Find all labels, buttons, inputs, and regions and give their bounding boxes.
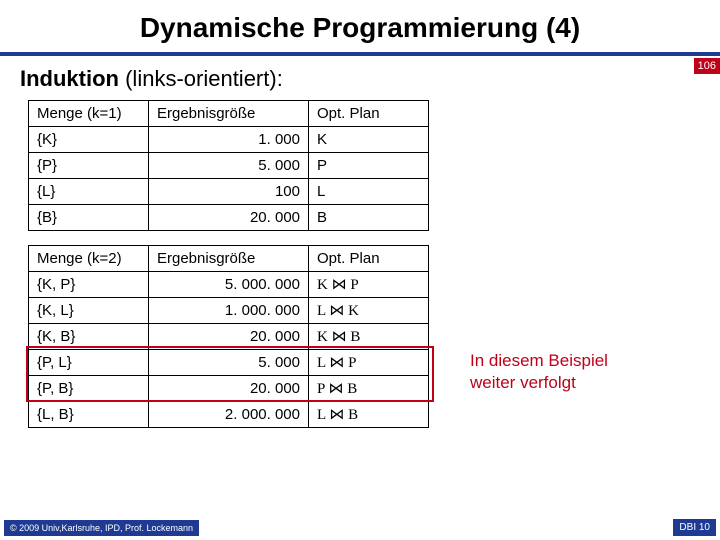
t2-h3: Opt. Plan xyxy=(309,246,429,272)
t2-h1: Menge (k=2) xyxy=(29,246,149,272)
annotation-text: In diesem Beispiel weiter verfolgt xyxy=(470,350,608,394)
t2-r5-c1: 2. 000. 000 xyxy=(149,402,309,428)
t1-h3: Opt. Plan xyxy=(309,101,429,127)
title-rule xyxy=(0,52,720,56)
t2-r3-c2: L ⋈ P xyxy=(309,350,429,376)
t1-h2: Ergebnisgröße xyxy=(149,101,309,127)
subtitle-rest: (links-orientiert): xyxy=(125,66,283,91)
t2-r3-c0: {P, L} xyxy=(29,350,149,376)
table-row: {K} 1. 000 K xyxy=(29,127,429,153)
t2-r2-c1: 20. 000 xyxy=(149,324,309,350)
table-row: {K, B} 20. 000 K ⋈ B xyxy=(29,324,429,350)
t1-r0-c2: K xyxy=(309,127,429,153)
t2-r2-c0: {K, B} xyxy=(29,324,149,350)
slide-title: Dynamische Programmierung (4) xyxy=(0,0,720,44)
table-k2: Menge (k=2) Ergebnisgröße Opt. Plan {K, … xyxy=(28,245,429,428)
footer-right: DBI 10 xyxy=(673,519,716,536)
t2-r0-c0: {K, P} xyxy=(29,272,149,298)
t1-r0-c1: 1. 000 xyxy=(149,127,309,153)
t1-r3-c2: B xyxy=(309,205,429,231)
t2-r1-c1: 1. 000. 000 xyxy=(149,298,309,324)
table-row: {L} 100 L xyxy=(29,179,429,205)
t1-r2-c1: 100 xyxy=(149,179,309,205)
table-row: {P, B} 20. 000 P ⋈ B xyxy=(29,376,429,402)
t1-r2-c0: {L} xyxy=(29,179,149,205)
t2-r4-c1: 20. 000 xyxy=(149,376,309,402)
t2-r2-c2: K ⋈ B xyxy=(309,324,429,350)
t2-r0-c2: K ⋈ P xyxy=(309,272,429,298)
table-row: {P, L} 5. 000 L ⋈ P xyxy=(29,350,429,376)
table-row: {K, L} 1. 000. 000 L ⋈ K xyxy=(29,298,429,324)
t2-r4-c0: {P, B} xyxy=(29,376,149,402)
table-row: {L, B} 2. 000. 000 L ⋈ B xyxy=(29,402,429,428)
footer-left: © 2009 Univ,Karlsruhe, IPD, Prof. Lockem… xyxy=(4,520,199,536)
t1-r1-c2: P xyxy=(309,153,429,179)
table-row: {B} 20. 000 B xyxy=(29,205,429,231)
t1-r3-c1: 20. 000 xyxy=(149,205,309,231)
table-row: {P} 5. 000 P xyxy=(29,153,429,179)
t2-h2: Ergebnisgröße xyxy=(149,246,309,272)
t2-r5-c0: {L, B} xyxy=(29,402,149,428)
t2-r5-c2: L ⋈ B xyxy=(309,402,429,428)
t1-r1-c0: {P} xyxy=(29,153,149,179)
t2-r3-c1: 5. 000 xyxy=(149,350,309,376)
t2-r0-c1: 5. 000. 000 xyxy=(149,272,309,298)
page-number-badge: 106 xyxy=(694,58,720,74)
t2-r1-c2: L ⋈ K xyxy=(309,298,429,324)
table-k1: Menge (k=1) Ergebnisgröße Opt. Plan {K} … xyxy=(28,100,429,231)
subtitle-bold: Induktion xyxy=(20,66,119,91)
t1-r1-c1: 5. 000 xyxy=(149,153,309,179)
t1-r0-c0: {K} xyxy=(29,127,149,153)
t1-r2-c2: L xyxy=(309,179,429,205)
subtitle: Induktion (links-orientiert): xyxy=(0,66,720,92)
t1-h1: Menge (k=1) xyxy=(29,101,149,127)
t1-r3-c0: {B} xyxy=(29,205,149,231)
table-row: {K, P} 5. 000. 000 K ⋈ P xyxy=(29,272,429,298)
t2-r1-c0: {K, L} xyxy=(29,298,149,324)
t2-r4-c2: P ⋈ B xyxy=(309,376,429,402)
